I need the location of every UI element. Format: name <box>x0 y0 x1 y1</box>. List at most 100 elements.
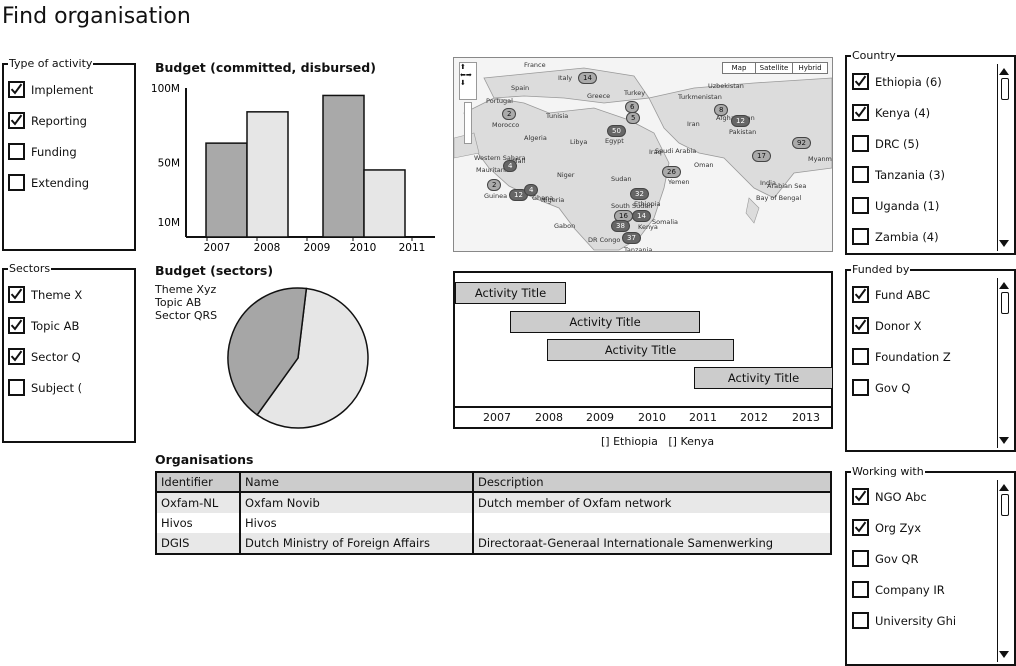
sectors-option[interactable]: Sector Q <box>8 348 108 365</box>
map-marker[interactable]: 4 <box>503 160 518 172</box>
map-place-label: Bay of Bengal <box>756 194 802 202</box>
map-marker[interactable]: 12 <box>731 115 750 127</box>
map-marker[interactable]: 12 <box>509 189 528 201</box>
zoom-control[interactable] <box>464 102 472 144</box>
checkbox-icon[interactable] <box>852 197 869 214</box>
sectors-option[interactable]: Topic AB <box>8 317 108 334</box>
scroll-thumb[interactable] <box>1001 78 1009 100</box>
working-with-option[interactable]: Company IR <box>852 581 982 598</box>
scroll-down-icon[interactable] <box>999 437 1009 444</box>
checkbox-icon[interactable] <box>852 379 869 396</box>
pie-slice[interactable] <box>256 287 369 429</box>
map-marker[interactable]: 92 <box>792 137 811 149</box>
checkbox-checked-icon[interactable] <box>852 73 869 90</box>
table-row[interactable]: Oxfam-NL Oxfam Novib Dutch member of Oxf… <box>155 492 832 513</box>
type-of-activity-option[interactable]: Implement <box>8 81 108 98</box>
checkbox-checked-icon[interactable] <box>852 317 869 334</box>
timeline-activity-bar[interactable]: Activity Title <box>694 367 833 389</box>
checkbox-icon[interactable] <box>852 550 869 567</box>
funded-by-option[interactable]: Gov Q <box>852 379 982 396</box>
activity-map[interactable]: Map Satellite Hybrid ⬆ ⬅➡ ⬇ France Italy Spa… <box>453 57 833 252</box>
country-option[interactable]: Uganda (1) <box>852 197 982 214</box>
checkbox-icon[interactable] <box>852 612 869 629</box>
scroll-down-icon[interactable] <box>999 651 1009 658</box>
checkbox-icon[interactable] <box>852 166 869 183</box>
checkbox-icon[interactable] <box>8 174 25 191</box>
checkbox-checked-icon[interactable] <box>852 519 869 536</box>
checkbox-checked-icon[interactable] <box>852 488 869 505</box>
checkbox-checked-icon[interactable] <box>8 348 25 365</box>
country-option[interactable]: Kenya (4) <box>852 104 982 121</box>
working-with-scrollbar[interactable] <box>997 480 1012 662</box>
map-marker[interactable]: 2 <box>487 179 502 191</box>
map-marker[interactable]: 17 <box>752 150 771 162</box>
checkbox-checked-icon[interactable] <box>8 81 25 98</box>
hybrid-button[interactable]: Hybrid <box>792 62 828 74</box>
funded-by-scrollbar[interactable] <box>997 278 1012 448</box>
checkbox-checked-icon[interactable] <box>8 286 25 303</box>
type-of-activity-option[interactable]: Reporting <box>8 112 108 129</box>
map-pan-control[interactable]: ⬆ ⬅➡ ⬇ <box>459 62 477 100</box>
working-with-option[interactable]: Org Zyx <box>852 519 982 536</box>
country-option[interactable]: Ethiopia (6) <box>852 73 982 90</box>
working-with-option[interactable]: NGO Abc <box>852 488 982 505</box>
map-marker[interactable]: 2 <box>502 108 517 120</box>
sectors-option[interactable]: Theme X <box>8 286 108 303</box>
bar-committed[interactable] <box>322 94 365 238</box>
map-marker[interactable]: 38 <box>611 220 630 232</box>
map-marker[interactable]: 5 <box>626 112 641 124</box>
bar-disbursed[interactable] <box>246 111 289 238</box>
scroll-thumb[interactable] <box>1001 292 1009 314</box>
checkbox-icon[interactable] <box>8 379 25 396</box>
working-with-option[interactable]: Gov QR <box>852 550 982 567</box>
checkbox-checked-icon[interactable] <box>8 112 25 129</box>
timeline-activity-bar[interactable]: Activity Title <box>455 282 566 304</box>
country-option[interactable]: DRC (5) <box>852 135 982 152</box>
funded-by-option[interactable]: Donor X <box>852 317 982 334</box>
table-row[interactable]: Hivos Hivos <box>155 513 832 533</box>
checkbox-icon[interactable] <box>852 348 869 365</box>
scroll-down-icon[interactable] <box>999 240 1009 247</box>
scroll-thumb[interactable] <box>1001 494 1009 516</box>
scroll-up-icon[interactable] <box>999 282 1009 289</box>
map-marker[interactable]: 4 <box>524 184 539 196</box>
checkbox-checked-icon[interactable] <box>8 317 25 334</box>
timeline-filters[interactable]: [] Ethiopia [] Kenya <box>601 435 715 448</box>
working-with-option[interactable]: University Ghi <box>852 612 982 629</box>
map-marker[interactable]: 50 <box>607 125 626 137</box>
column-header-description[interactable]: Description <box>472 471 832 493</box>
pie-slice[interactable] <box>227 287 308 416</box>
timeline-activity-bar[interactable]: Activity Title <box>547 339 734 361</box>
cell-identifier: Oxfam-NL <box>155 492 241 513</box>
column-header-name[interactable]: Name <box>239 471 474 493</box>
funded-by-option[interactable]: Fund ABC <box>852 286 982 303</box>
scroll-up-icon[interactable] <box>999 484 1009 491</box>
checkbox-icon[interactable] <box>852 581 869 598</box>
sectors-option[interactable]: Subject ( <box>8 379 108 396</box>
scroll-up-icon[interactable] <box>999 68 1009 75</box>
column-header-identifier[interactable]: Identifier <box>155 471 241 493</box>
satellite-button[interactable]: Satellite <box>755 62 793 74</box>
map-marker[interactable]: 32 <box>630 188 649 200</box>
checkbox-checked-icon[interactable] <box>852 286 869 303</box>
checkbox-checked-icon[interactable] <box>852 104 869 121</box>
country-option[interactable]: Tanzania (3) <box>852 166 982 183</box>
timeline-activity-bar[interactable]: Activity Title <box>510 311 700 333</box>
checkbox-icon[interactable] <box>852 228 869 245</box>
checkbox-icon[interactable] <box>852 135 869 152</box>
map-marker[interactable]: 37 <box>622 232 641 244</box>
map-button[interactable]: Map <box>722 62 756 74</box>
map-marker[interactable]: 14 <box>578 72 597 84</box>
bar-committed[interactable] <box>205 142 248 238</box>
bar-disbursed[interactable] <box>363 169 406 238</box>
map-marker[interactable]: 26 <box>662 166 681 178</box>
funded-by-option[interactable]: Foundation Z <box>852 348 982 365</box>
country-scrollbar[interactable] <box>997 64 1012 251</box>
map-marker[interactable]: 14 <box>632 210 651 222</box>
map-marker[interactable]: 8 <box>714 104 729 116</box>
table-row[interactable]: DGIS Dutch Ministry of Foreign Affairs D… <box>155 533 832 555</box>
country-option[interactable]: Zambia (4) <box>852 228 982 245</box>
type-of-activity-option[interactable]: Funding <box>8 143 108 160</box>
type-of-activity-option[interactable]: Extending <box>8 174 108 191</box>
checkbox-icon[interactable] <box>8 143 25 160</box>
